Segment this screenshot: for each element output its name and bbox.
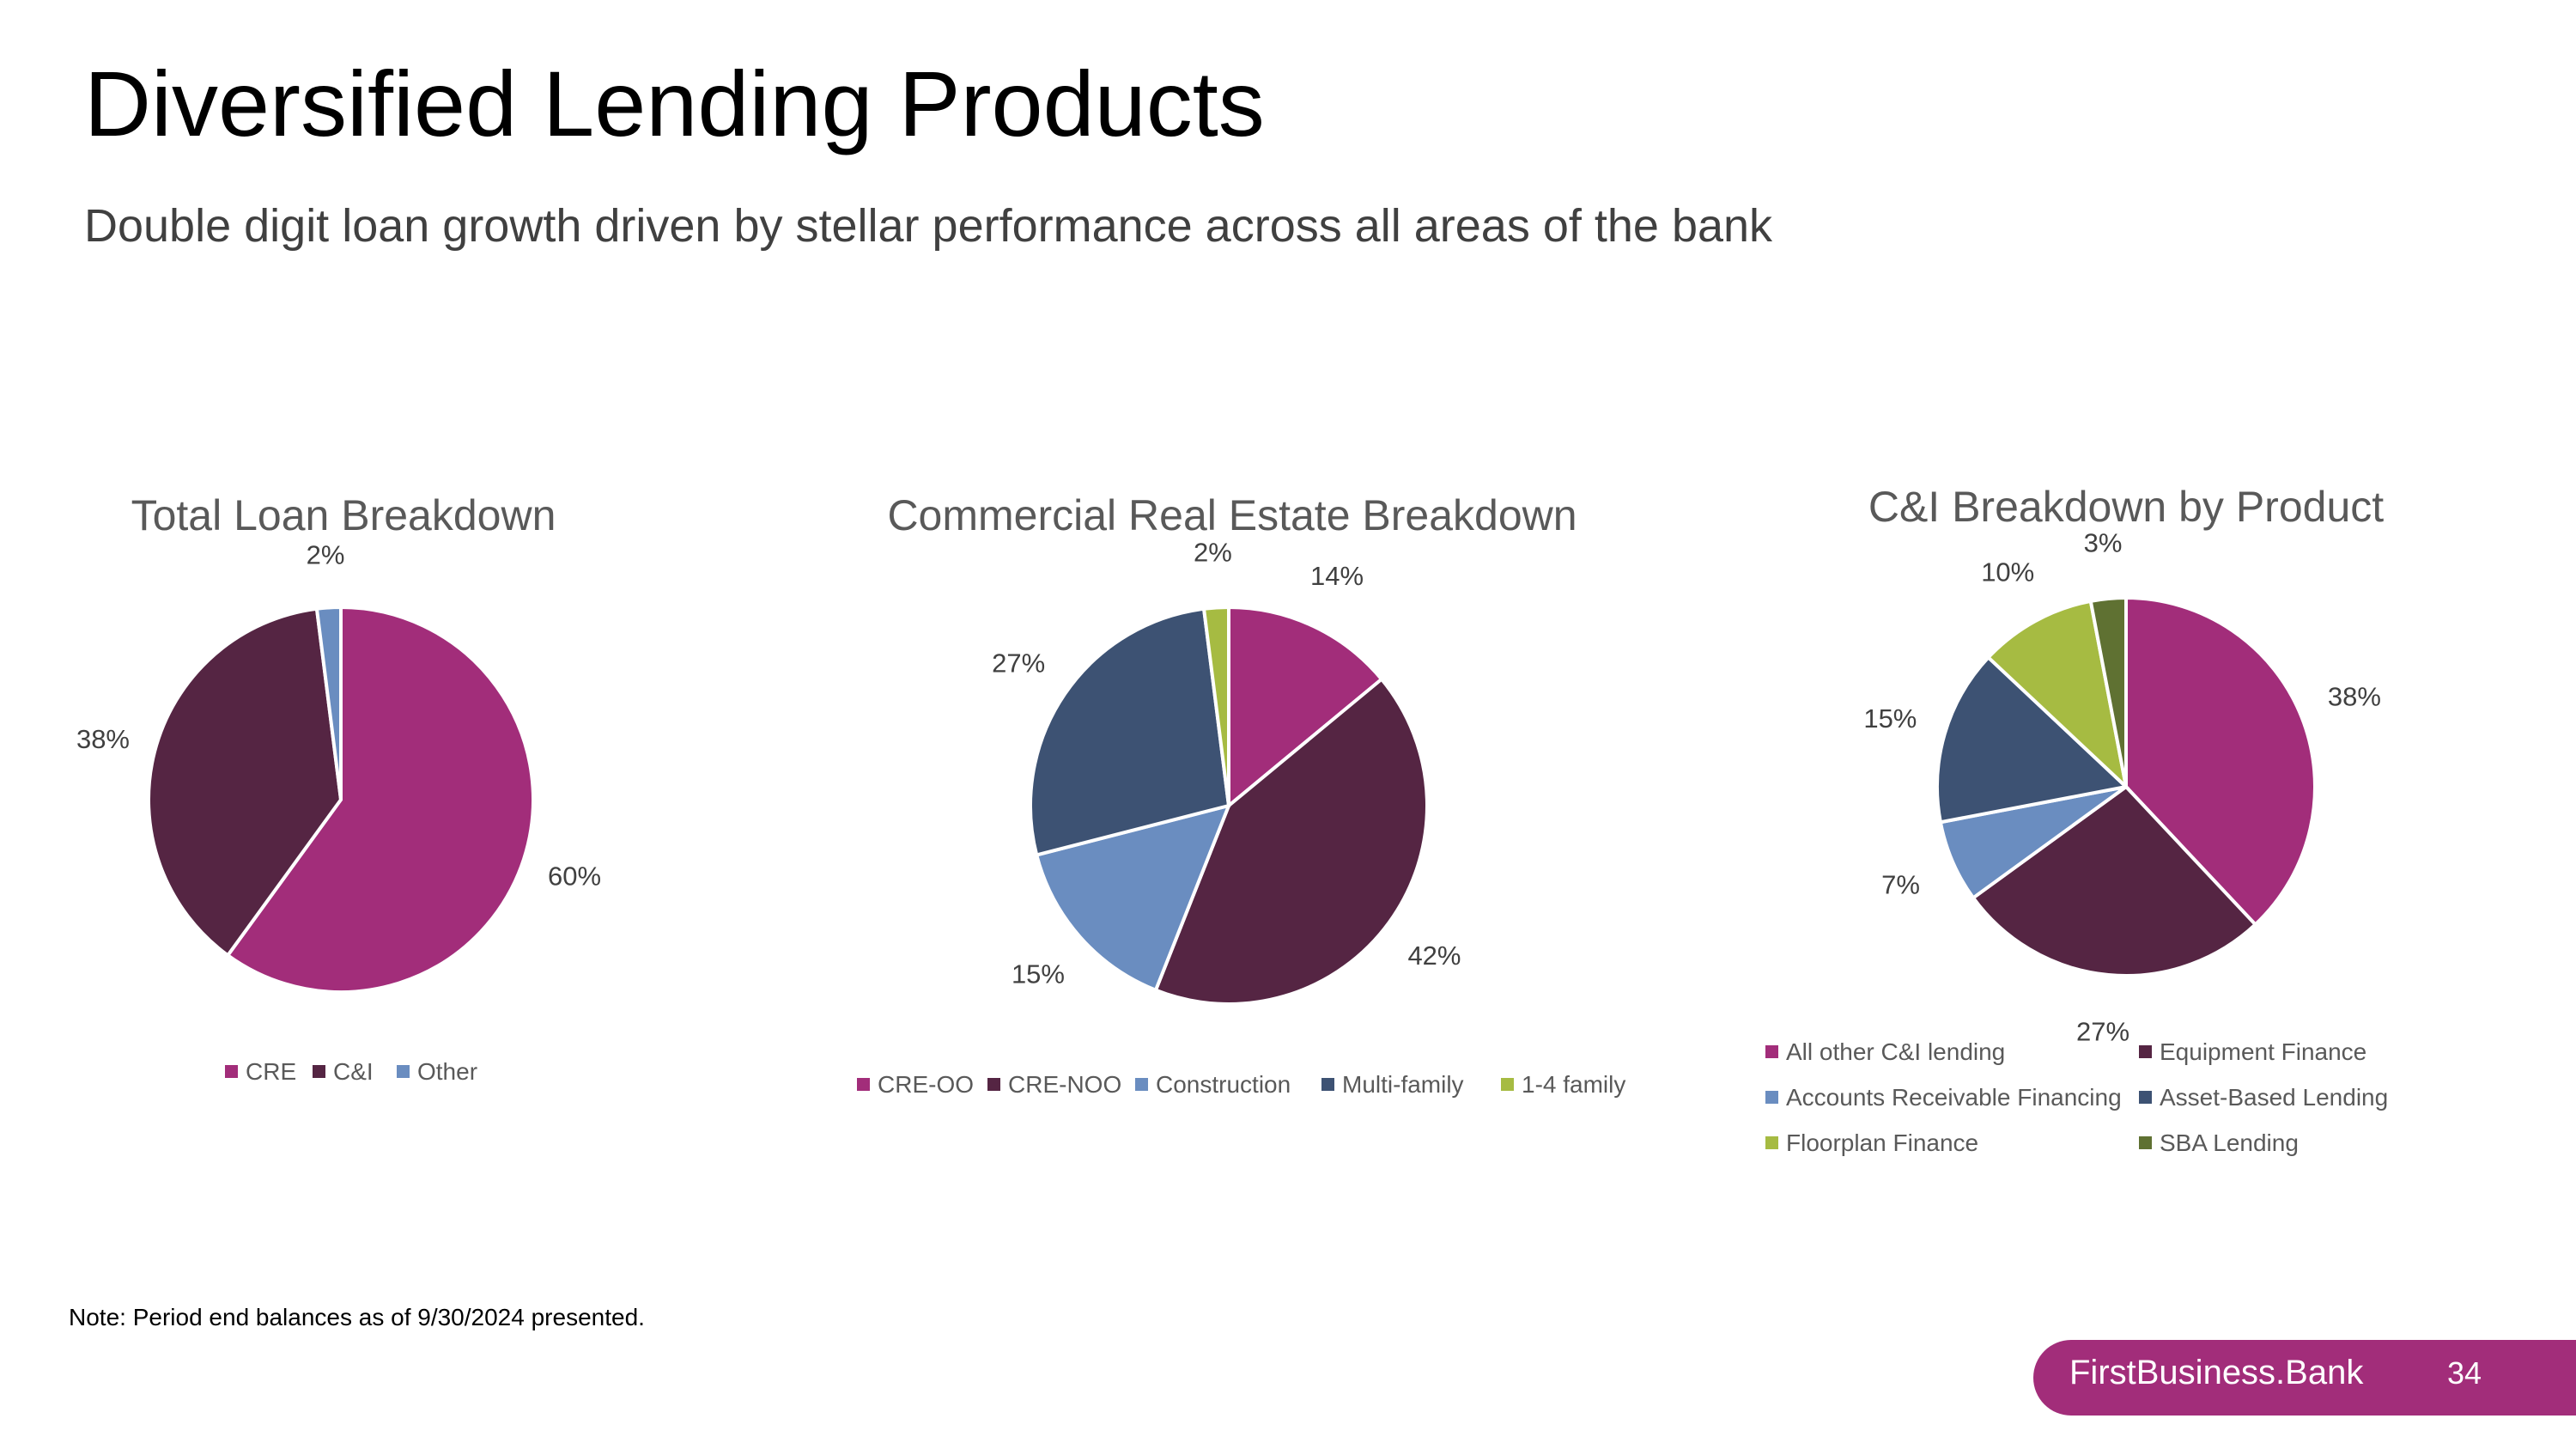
legend-swatch [1765,1091,1778,1104]
legend-swatch [857,1078,870,1091]
data-label: 38% [76,724,130,754]
legend-item: CRE [246,1058,296,1085]
data-label: 15% [1863,703,1917,734]
data-label: 38% [2328,682,2381,712]
legend-item: Floorplan Finance [1786,1129,1978,1156]
legend-swatch [1765,1136,1778,1149]
data-label: 14% [1310,561,1364,591]
pie-slice-floorplan-finance [1985,599,2129,792]
pie-slice-cre [225,605,535,994]
page-subtitle: Double digit loan growth driven by stell… [84,200,1773,252]
pie-slice-asset-based-lending [1935,654,2130,825]
legend-item: CRE-NOO [1008,1071,1121,1098]
pie-chart-2: Commercial Real Estate Breakdown 14% 42% 15… [857,491,1625,1098]
legend-item: Multi-family [1342,1071,1464,1098]
legend-swatch [1321,1078,1334,1091]
legend-item: Equipment Finance [2160,1038,2366,1065]
page-title: Diversified Lending Products [84,52,1265,155]
legend-item: C&I [333,1058,374,1085]
legend-item: CRE-OO [878,1071,974,1098]
data-label: 60% [548,861,601,891]
legend-item: All other C&I lending [1786,1038,2005,1065]
data-label: 42% [1407,941,1461,971]
chart-title: C&I Breakdown by Product [1868,483,2384,531]
legend-swatch [397,1065,410,1078]
page-number: 34 [2447,1355,2482,1391]
legend-swatch [2139,1091,2152,1104]
pie-slice-all-other-c-i-lending [2124,595,2317,928]
pie-slice-c-i [147,606,343,959]
legend-swatch [1135,1078,1148,1091]
legend-swatch [2139,1045,2152,1058]
pie-slice-other [314,605,343,801]
legend-item: 1-4 family [1522,1071,1625,1098]
chart-title: Total Loan Breakdown [131,491,556,539]
data-label: 2% [1194,538,1232,568]
data-label: 15% [1012,959,1065,989]
legend-item: Asset-Based Lending [2160,1084,2388,1111]
legend-swatch [1501,1078,1514,1091]
pie-chart-3: C&I Breakdown by Product 38% 27% 7% 15% 10% 3%… [1765,483,2388,1156]
data-label: 2% [307,540,345,570]
pie-slice-sba-lending [2088,595,2128,788]
chart-title: Commercial Real Estate Breakdown [887,491,1577,539]
legend-item: Accounts Receivable Financing [1786,1084,2122,1111]
legend-item: Construction [1156,1071,1291,1098]
data-label: 27% [2076,1017,2129,1047]
pie-slice-cre-oo [1227,605,1384,810]
legend-swatch [225,1065,238,1078]
data-label: 10% [1981,557,2034,587]
data-label: 7% [1881,870,1920,900]
legend-swatch [987,1078,1000,1091]
footnote: Note: Period end balances as of 9/30/202… [69,1304,645,1330]
pie-slice-construction [1034,803,1232,993]
legend-swatch [1765,1045,1778,1058]
brand-bar [2033,1340,2576,1416]
data-label: 27% [992,648,1045,679]
legend-item: SBA Lending [2160,1129,2299,1156]
legend-swatch [313,1065,325,1078]
pie-chart-1: Total Loan Breakdown 60% 38% 2% CRE C&I Other [76,491,601,1085]
data-label: 3% [2084,527,2123,557]
pie-slice-1-4-family [1201,605,1230,807]
pie-slice-multi-family [1029,606,1231,857]
pie-slice-cre-noo [1153,676,1429,1007]
brand-logo-text: FirstBusiness.Bank [2069,1354,2364,1391]
legend-swatch [2139,1136,2152,1149]
legend-item: Other [417,1058,477,1085]
pie-slice-equipment-finance [1971,784,2258,977]
